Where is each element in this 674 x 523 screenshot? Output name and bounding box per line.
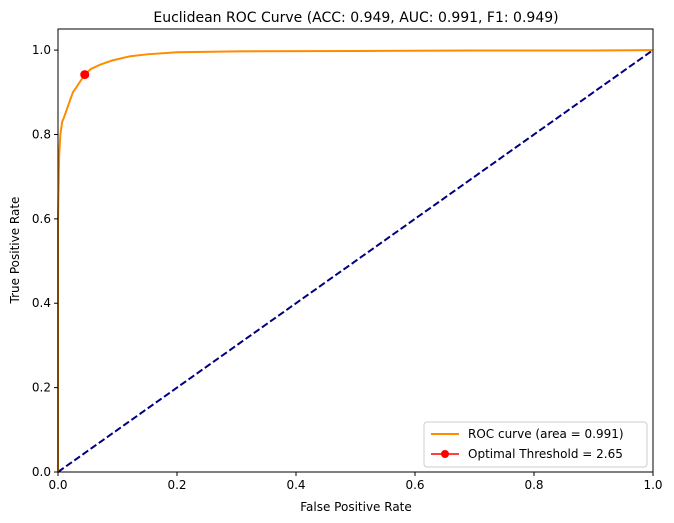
x-axis: 0.0 0.2 0.4 0.6 0.8 1.0 xyxy=(48,472,663,492)
legend-roc-label: ROC curve (area = 0.991) xyxy=(468,427,624,441)
legend-threshold-marker xyxy=(441,450,449,458)
y-tick-label: 0.4 xyxy=(32,296,51,310)
x-tick-label: 0.8 xyxy=(524,478,543,492)
x-tick-label: 0.4 xyxy=(286,478,305,492)
x-tick-label: 0.6 xyxy=(405,478,424,492)
y-tick-label: 0.8 xyxy=(32,127,51,141)
series-layer xyxy=(57,49,654,473)
legend-threshold-label: Optimal Threshold = 2.65 xyxy=(468,447,623,461)
legend: ROC curve (area = 0.991) Optimal Thresho… xyxy=(423,421,648,468)
plot-area xyxy=(57,28,654,473)
chance-diagonal-line xyxy=(57,49,654,473)
x-tick-label: 1.0 xyxy=(643,478,662,492)
chart-title: Euclidean ROC Curve (ACC: 0.949, AUC: 0.… xyxy=(153,10,558,26)
y-tick-label: 0.6 xyxy=(32,212,51,226)
y-tick-label: 1.0 xyxy=(32,43,51,57)
x-tick-label: 0.2 xyxy=(167,478,186,492)
x-axis-label: False Positive Rate xyxy=(300,500,412,514)
optimal-threshold-marker xyxy=(80,70,90,80)
y-tick-label: 0.0 xyxy=(32,465,51,479)
y-axis-label: True Positive Rate xyxy=(8,197,22,305)
x-tick-label: 0.0 xyxy=(48,478,67,492)
y-axis: 0.0 0.2 0.4 0.6 0.8 1.0 xyxy=(32,43,58,479)
y-tick-label: 0.2 xyxy=(32,381,51,395)
axes-frame xyxy=(57,28,654,473)
legend-box xyxy=(423,421,648,468)
